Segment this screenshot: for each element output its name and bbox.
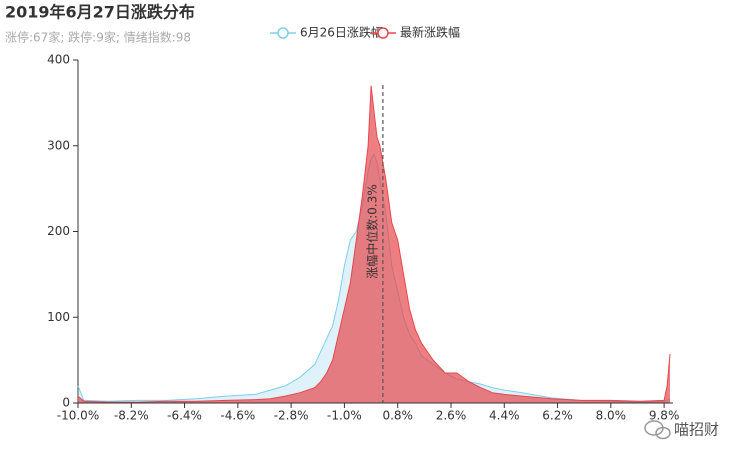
y-tick-label: 100 (47, 310, 70, 324)
x-tick-label: -8.2% (114, 409, 149, 423)
legend-marker (277, 27, 289, 39)
area-fill (78, 85, 670, 403)
x-tick-label: -10.0% (57, 409, 99, 423)
x-tick-label: 8.0% (596, 409, 627, 423)
chart-title: 2019年6月27日涨跌分布 (5, 3, 195, 22)
x-tick-label: 9.8% (649, 409, 680, 423)
legend-label: 最新涨跌幅 (400, 25, 460, 40)
x-tick-label: 0.8% (382, 409, 413, 423)
y-tick-label: 0 (62, 396, 70, 410)
x-tick-label: -4.6% (220, 409, 255, 423)
median-label: 涨幅中位数:0.3% (364, 184, 379, 279)
y-tick-label: 200 (47, 224, 70, 238)
x-tick-label: 2.6% (436, 409, 467, 423)
x-tick-label: -6.4% (167, 409, 202, 423)
area-line (77, 85, 671, 403)
x-tick-label: 4.4% (489, 409, 520, 423)
x-tick-label: -2.8% (274, 409, 309, 423)
legend-label: 6月26日涨跌幅 (300, 25, 383, 40)
chart-subtitle: 涨停:67家; 跌停:9家; 情绪指数:98 (5, 30, 191, 45)
y-tick-label: 400 (47, 53, 70, 67)
x-tick-label: -1.0% (327, 409, 362, 423)
watermark-icon (644, 420, 671, 440)
legend-marker (377, 27, 389, 39)
watermark: 喵招财 (674, 421, 719, 439)
x-tick-label: 6.2% (542, 409, 573, 423)
y-tick-label: 300 (47, 138, 70, 152)
